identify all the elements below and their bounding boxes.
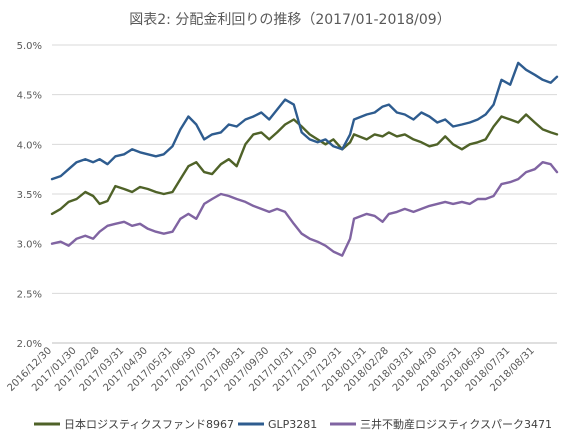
legend-label: 日本ロジスティクスファンド8967 (64, 417, 234, 431)
y-tick-label: 3.5% (17, 190, 42, 201)
series-line-2 (50, 160, 559, 257)
y-tick-label: 4.0% (17, 140, 42, 151)
series-lines (50, 61, 559, 257)
y-tick-label: 2.0% (17, 339, 42, 350)
legend-label: 三井不動産ロジスティクスパーク3471 (360, 417, 552, 431)
chart-title: 図表2: 分配金利回りの推移（2017/01-2018/09） (129, 12, 450, 28)
legend: 日本ロジスティクスファンド8967 GLP3281 三井不動産ロジスティクスパーク3… (34, 417, 552, 431)
y-axis-ticks: 2.0% 2.5% 3.0% 3.5% 4.0% 4.5% 5.0% (17, 41, 42, 350)
legend-label: GLP3281 (268, 418, 317, 431)
y-tick-label: 5.0% (17, 41, 42, 52)
y-tick-label: 3.0% (17, 240, 42, 251)
gridlines (52, 44, 557, 344)
y-tick-label: 4.5% (17, 91, 42, 102)
y-tick-label: 2.5% (17, 289, 42, 300)
series-line-0 (50, 113, 559, 216)
series-line-1 (50, 61, 559, 181)
